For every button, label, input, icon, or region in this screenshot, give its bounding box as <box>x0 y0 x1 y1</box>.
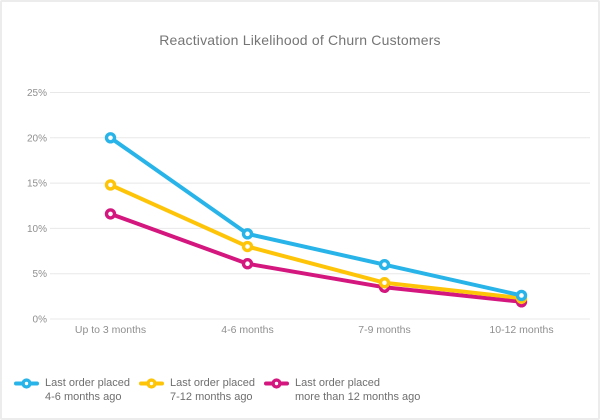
data-point-marker[interactable] <box>241 240 254 253</box>
data-point-marker[interactable] <box>104 208 117 220</box>
chart-title: Reactivation Likelihood of Churn Custome… <box>159 32 441 48</box>
legend-label-line1: Last order placed <box>295 377 380 389</box>
series-line <box>108 135 524 298</box>
legend-label-line2: more than 12 months ago <box>295 391 421 403</box>
legend-label-line2: 7-12 months ago <box>170 391 253 403</box>
data-point-marker[interactable] <box>515 289 528 302</box>
data-point-marker[interactable] <box>378 277 391 289</box>
series-line <box>108 182 524 301</box>
x-axis-category-label: 4-6 months <box>221 324 274 336</box>
y-axis-tick-label: 15% <box>27 179 47 190</box>
data-point-marker[interactable] <box>104 132 117 144</box>
legend-label: Last order placed 4-6 months ago <box>45 376 130 404</box>
y-axis-tick-label: 0% <box>33 315 48 326</box>
legend-series-marker-icon <box>264 378 289 389</box>
y-axis-tick-label: 10% <box>27 224 47 235</box>
data-point-marker[interactable] <box>378 258 391 271</box>
data-point-marker[interactable] <box>241 258 254 270</box>
series-line <box>108 211 524 304</box>
legend-label-line2: 4-6 months ago <box>45 391 122 403</box>
data-point-marker[interactable] <box>104 179 117 191</box>
legend-label-line1: Last order placed <box>170 377 255 389</box>
legend-label: Last order placed more than 12 months ag… <box>295 376 420 404</box>
series-0-group <box>104 132 528 302</box>
gridlines: 0% 5% 10% 15% 20% 25% <box>27 88 590 326</box>
x-axis-category-label: Up to 3 months <box>75 324 146 336</box>
x-axis-category-label: 7-9 months <box>358 324 411 336</box>
y-axis-tick-label: 5% <box>33 269 48 280</box>
legend-item[interactable]: Last order placed more than 12 months ag… <box>264 376 420 404</box>
x-axis-category-label: 10-12 months <box>489 324 553 336</box>
y-axis-tick-label: 20% <box>27 133 47 144</box>
data-point-marker[interactable] <box>241 228 254 240</box>
legend-item[interactable]: Last order placed 4-6 months ago <box>14 376 130 404</box>
y-axis-tick-label: 25% <box>27 88 47 99</box>
x-axis-labels: Up to 3 months 4-6 months 7-9 months 10-12 … <box>75 324 554 336</box>
legend-series-marker-icon <box>139 378 164 389</box>
series-1-group <box>104 179 528 304</box>
legend-label: Last order placed 7-12 months ago <box>170 376 255 404</box>
legend-label-line1: Last order placed <box>45 377 130 389</box>
line-chart-plot-area: 0% 5% 10% 15% 20% 25% Up to 3 months 4-6 months… <box>27 88 590 336</box>
legend-series-marker-icon <box>14 378 39 389</box>
legend-item[interactable]: Last order placed 7-12 months ago <box>139 376 255 404</box>
